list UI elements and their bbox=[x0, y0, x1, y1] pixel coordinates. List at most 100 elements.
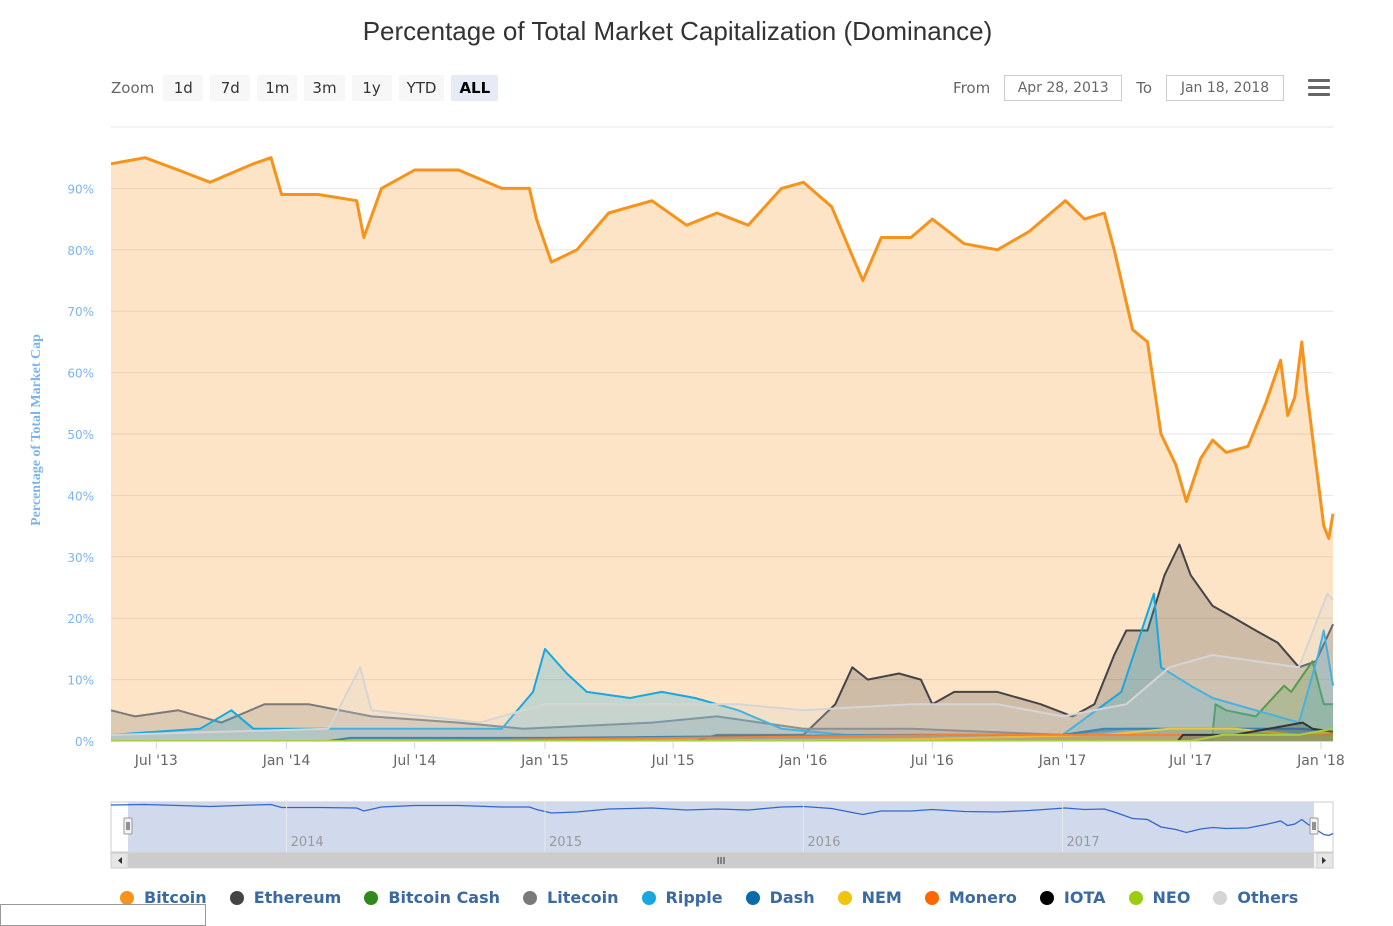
legend-label: IOTA bbox=[1063, 888, 1106, 907]
navigator-scrollbar[interactable]: III bbox=[110, 852, 1334, 869]
series-area-nem bbox=[111, 728, 1333, 741]
legend-label: Ripple bbox=[665, 888, 723, 907]
zoom-1m-button[interactable]: 1m bbox=[257, 75, 298, 101]
y-axis-label: Percentage of Total Market Cap bbox=[29, 334, 44, 526]
legend-item-dash[interactable]: Dash bbox=[745, 888, 815, 907]
zoom-ytd-button[interactable]: YTD bbox=[398, 75, 445, 101]
legend-label: Others bbox=[1237, 888, 1299, 907]
y-tick-label: 50% bbox=[67, 428, 94, 442]
zoom-1y-button[interactable]: 1y bbox=[351, 75, 392, 101]
series-area-iota bbox=[111, 722, 1333, 741]
series-area-ripple bbox=[111, 593, 1333, 741]
legend-marker bbox=[229, 890, 244, 905]
legend-marker bbox=[924, 890, 939, 905]
legend-item-others[interactable]: Others bbox=[1213, 888, 1298, 907]
zoom-label: Zoom bbox=[111, 79, 155, 97]
legend-item-ethereum[interactable]: Ethereum bbox=[229, 888, 342, 907]
navigator-year-label: 2015 bbox=[549, 835, 582, 850]
series-area-bitcoin bbox=[111, 157, 1333, 741]
navigator-year-label: 2017 bbox=[1067, 835, 1100, 850]
y-tick-label: 30% bbox=[67, 551, 94, 565]
legend-marker bbox=[1128, 890, 1143, 905]
legend-marker bbox=[364, 890, 379, 905]
legend-marker bbox=[1039, 890, 1054, 905]
scrollbar-thumb[interactable] bbox=[128, 853, 1314, 868]
from-label: From bbox=[953, 79, 991, 97]
from-date-input[interactable]: Apr 28, 2013 bbox=[1004, 75, 1123, 101]
zoom-7d-button[interactable]: 7d bbox=[210, 75, 251, 101]
series-line-others bbox=[110, 592, 1334, 736]
legend-marker bbox=[641, 890, 656, 905]
series-line-bitcoin bbox=[110, 156, 1335, 540]
scrollbar-grip: III bbox=[717, 856, 726, 867]
series-line-ethereum bbox=[111, 543, 1334, 742]
arrow-right-icon[interactable] bbox=[1316, 852, 1334, 869]
zoom-all-button[interactable]: ALL bbox=[451, 75, 499, 101]
hamburger-menu-icon[interactable] bbox=[1308, 79, 1330, 97]
navigator-left-handle[interactable] bbox=[123, 817, 133, 835]
navigator-year-label: 2016 bbox=[807, 835, 840, 850]
y-tick-label: 20% bbox=[67, 612, 94, 626]
legend-item-bitcoin-cash[interactable]: Bitcoin Cash bbox=[364, 888, 500, 907]
x-tick-label: Jul '16 bbox=[910, 753, 954, 769]
x-tick-label: Jul '13 bbox=[134, 753, 178, 769]
navigator-mask[interactable] bbox=[128, 802, 1314, 852]
x-tick-label: Jan '15 bbox=[520, 753, 569, 769]
legend-marker bbox=[523, 890, 538, 905]
legend-label: NEO bbox=[1152, 888, 1191, 907]
y-tick-label: 40% bbox=[67, 489, 94, 503]
legend-item-litecoin[interactable]: Litecoin bbox=[523, 888, 619, 907]
legend-marker bbox=[837, 890, 852, 905]
legend-label: NEM bbox=[861, 888, 902, 907]
y-tick-label: 90% bbox=[67, 182, 94, 196]
x-axis-ticks: Jul '13 Jan '14 Jul '14 Jan '15 Jul '15 Jan '… bbox=[111, 741, 1345, 769]
legend-marker bbox=[1213, 890, 1228, 905]
chart-title: Percentage of Total Market Capitalizatio… bbox=[362, 16, 993, 46]
series-area-ethereum bbox=[111, 544, 1333, 741]
x-tick-label: Jan '18 bbox=[1296, 753, 1345, 769]
series-areas bbox=[110, 156, 1335, 742]
legend-label: Dash bbox=[769, 888, 815, 907]
navigator: 2014 2015 2016 2017 III bbox=[110, 801, 1334, 869]
to-label: To bbox=[1136, 79, 1152, 97]
navigator-right-handle[interactable] bbox=[1309, 817, 1319, 835]
x-tick-label: Jan '16 bbox=[779, 753, 828, 769]
legend-label: Ethereum bbox=[253, 888, 342, 907]
series-area-neo bbox=[111, 728, 1333, 741]
legend-label: Monero bbox=[948, 888, 1017, 907]
y-tick-label: 70% bbox=[67, 305, 94, 319]
y-axis-ticks: 0% 10% 20% 30% 40% 50% 60% 70% 80% 90% bbox=[67, 182, 94, 749]
series-area-others bbox=[111, 593, 1333, 741]
x-tick-label: Jan '17 bbox=[1038, 753, 1087, 769]
y-tick-label: 80% bbox=[67, 244, 94, 258]
tooltip-box bbox=[0, 904, 206, 926]
legend-label: Bitcoin Cash bbox=[388, 888, 501, 907]
legend-marker bbox=[745, 890, 760, 905]
series-line-bitcoin-cash bbox=[111, 660, 1333, 742]
y-tick-label: 0% bbox=[75, 735, 94, 749]
legend-item-bitcoin[interactable]: Bitcoin bbox=[120, 888, 207, 907]
zoom-3m-button[interactable]: 3m bbox=[304, 75, 345, 101]
to-date-input[interactable]: Jan 18, 2018 bbox=[1166, 75, 1284, 101]
y-tick-label: 60% bbox=[67, 367, 94, 381]
zoom-controls: Zoom 1d 7d 1m 3m 1y YTD ALL bbox=[111, 75, 499, 101]
legend-label: Bitcoin bbox=[144, 888, 207, 907]
legend-item-monero[interactable]: Monero bbox=[924, 888, 1017, 907]
arrow-left-icon[interactable] bbox=[110, 852, 128, 869]
navigator-year-label: 2014 bbox=[291, 835, 324, 850]
legend-marker bbox=[120, 890, 134, 905]
series-line-ripple bbox=[110, 592, 1334, 736]
legend-label: Litecoin bbox=[547, 888, 619, 907]
legend-item-neo[interactable]: NEO bbox=[1128, 888, 1191, 907]
y-tick-label: 10% bbox=[67, 674, 94, 688]
x-tick-label: Jul '17 bbox=[1168, 753, 1212, 769]
legend-item-ripple[interactable]: Ripple bbox=[641, 888, 723, 907]
legend-item-nem[interactable]: NEM bbox=[837, 888, 902, 907]
navigator-series-line bbox=[110, 803, 1334, 837]
zoom-1d-button[interactable]: 1d bbox=[163, 75, 204, 101]
date-range: From Apr 28, 2013 To Jan 18, 2018 bbox=[953, 75, 1284, 101]
x-tick-label: Jan '14 bbox=[262, 753, 311, 769]
x-tick-label: Jul '15 bbox=[651, 753, 695, 769]
legend-item-iota[interactable]: IOTA bbox=[1039, 888, 1106, 907]
